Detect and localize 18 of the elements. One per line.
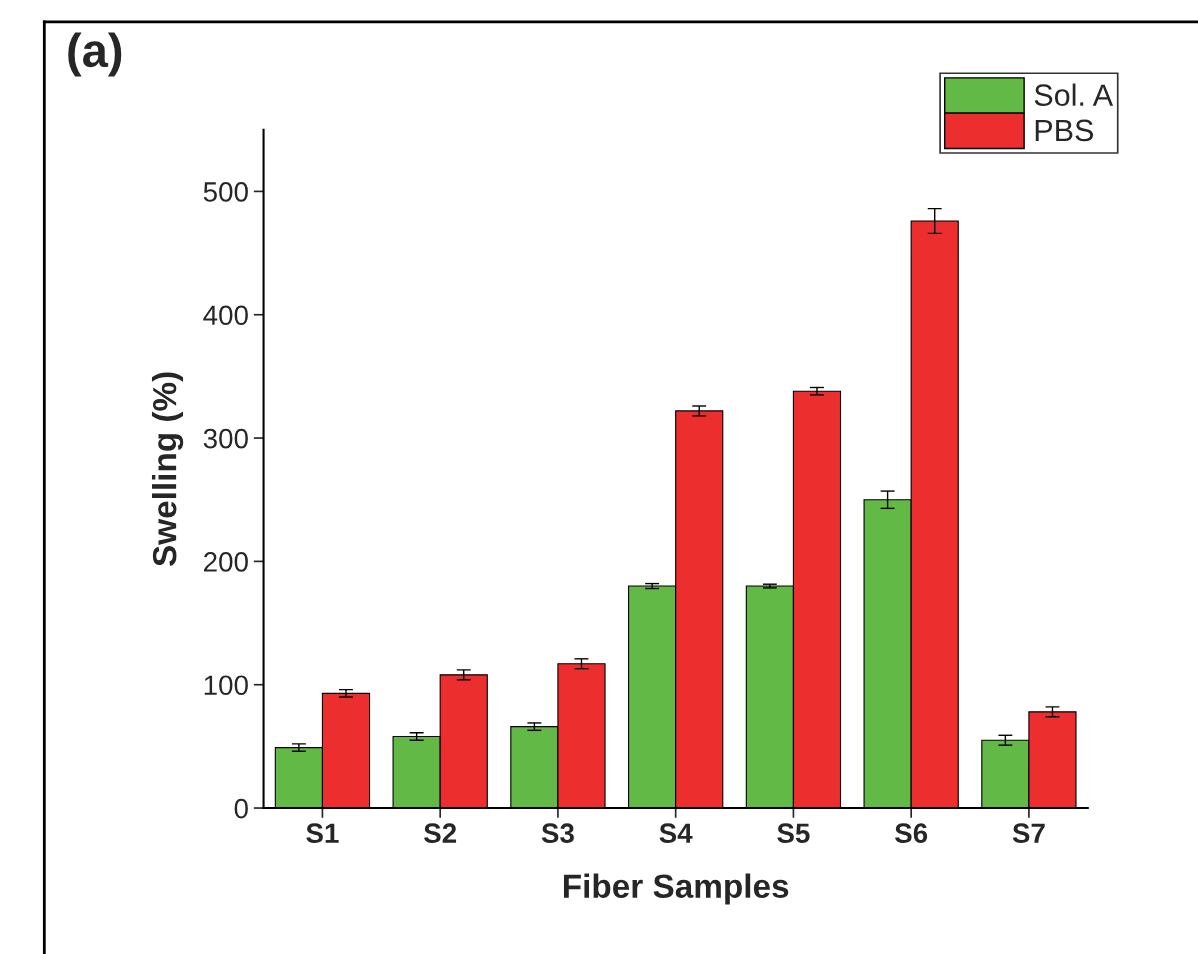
x-tick-label: S3 [541, 823, 574, 844]
x-tick-label: S1 [306, 823, 339, 844]
x-tick-label: S6 [894, 823, 928, 844]
x-tick-label: S4 [659, 823, 693, 844]
y-axis-title: Swelling (%) [151, 372, 184, 567]
y-tick-label: 500 [203, 182, 248, 202]
y-tick-label: 100 [204, 675, 248, 696]
y-tick-label: 200 [204, 552, 248, 572]
text: (a) [68, 32, 122, 77]
y-tick-label: 400 [203, 305, 248, 326]
legend-label: Sol. A [1034, 83, 1114, 106]
legend-label: PBS [1035, 119, 1094, 142]
y-tick-label: 0 [234, 798, 248, 819]
x-tick-label: S5 [777, 823, 810, 844]
x-tick-label: S7 [1012, 823, 1045, 844]
y-tick-label: 300 [203, 428, 248, 449]
x-tick-label: S2 [423, 823, 457, 844]
x-axis-title: Fiber Samples [563, 873, 789, 905]
